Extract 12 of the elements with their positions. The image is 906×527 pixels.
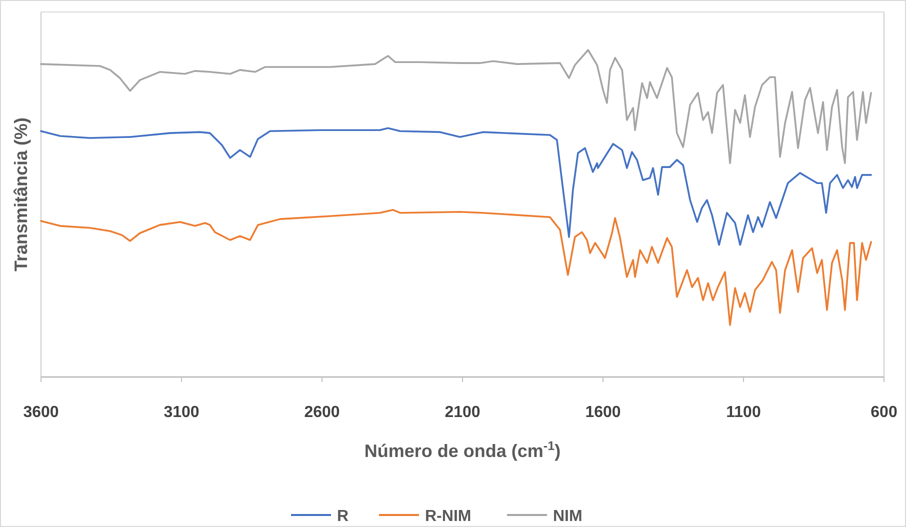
legend-label: NIM — [553, 508, 582, 525]
y-axis-title: Transmitância (%) — [11, 117, 31, 272]
x-tick-label: 3100 — [164, 404, 200, 421]
x-tick-label: 2100 — [444, 404, 480, 421]
legend-label: R — [337, 508, 349, 525]
x-tick-label: 2600 — [304, 404, 340, 421]
x-tick-label: 1600 — [585, 404, 621, 421]
x-tick-label: 600 — [870, 404, 898, 421]
x-tick-label: 1100 — [726, 404, 761, 421]
legend-label: R-NIM — [425, 508, 472, 525]
x-tick-label: 3600 — [23, 404, 59, 421]
x-axis-title: Número de onda (cm$^{-1}$) — [364, 439, 561, 461]
